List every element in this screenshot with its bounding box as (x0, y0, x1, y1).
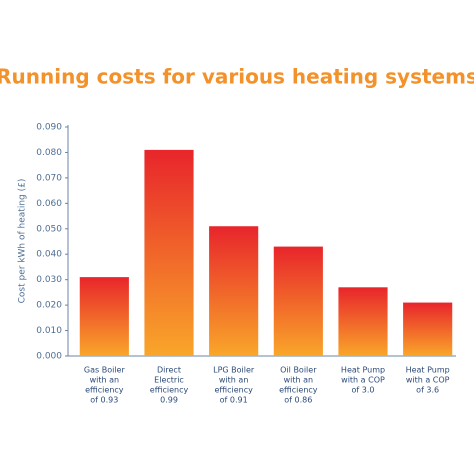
y-tick-label: 0.040 (36, 250, 62, 260)
x-tick-label: with an (284, 376, 314, 385)
x-tick-label: efficiency (85, 386, 124, 395)
x-tick-label: efficiency (214, 386, 253, 395)
x-tick-label: 0.99 (160, 396, 178, 405)
x-tick-label: with a COP (341, 376, 385, 385)
x-tick-label: efficiency (150, 386, 189, 395)
y-tick-label: 0.090 (36, 123, 62, 133)
x-tick-label: of 0.86 (284, 396, 312, 405)
bar (403, 302, 453, 356)
y-tick-label: 0.010 (36, 326, 62, 336)
y-tick-label: 0.070 (36, 173, 62, 183)
x-tick-label: Heat Pump (341, 366, 385, 375)
x-tick-label: of 0.91 (220, 396, 248, 405)
x-tick-label: Oil Boiler (280, 366, 317, 375)
y-tick-label: 0.030 (36, 275, 62, 285)
bar (144, 149, 194, 356)
y-tick-label: 0.060 (36, 199, 62, 209)
bar (338, 287, 388, 356)
x-tick-label: efficiency (279, 386, 318, 395)
x-tick-label: with a COP (406, 376, 450, 385)
y-axis-label: Cost per kWh of heating (£) (18, 179, 28, 304)
x-tick-label: LPG Boiler (213, 366, 255, 375)
y-tick-label: 0.000 (36, 352, 62, 362)
x-tick-label: of 3.6 (416, 386, 439, 395)
x-tick-label: with an (219, 376, 249, 385)
bar (79, 277, 129, 356)
bar (209, 226, 259, 356)
y-tick-label: 0.080 (36, 148, 62, 158)
x-tick-label: Electric (154, 376, 184, 385)
x-tick-label: Gas Boiler (84, 366, 126, 375)
x-tick-label: of 0.93 (90, 396, 118, 405)
x-tick-label: Heat Pump (406, 366, 450, 375)
y-tick-label: 0.050 (36, 224, 62, 234)
x-tick-label: of 3.0 (352, 386, 375, 395)
x-tick-label: Direct (157, 366, 181, 375)
bar (273, 246, 323, 356)
chart-title: Running costs for various heating system… (0, 65, 474, 89)
y-tick-label: 0.020 (36, 301, 62, 311)
x-tick-label: with an (90, 376, 120, 385)
